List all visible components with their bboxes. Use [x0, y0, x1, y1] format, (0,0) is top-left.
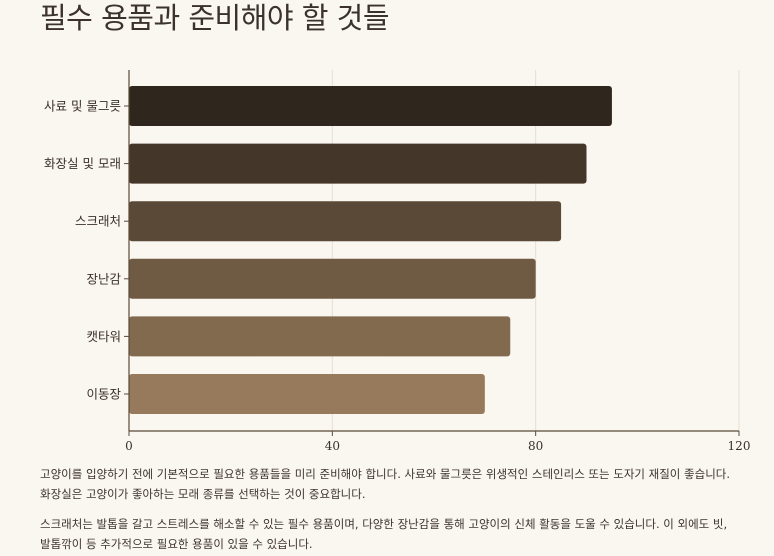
x-tick-label: 80 — [528, 439, 543, 453]
x-tick-label: 0 — [125, 439, 133, 453]
category-label: 스크래처 — [75, 214, 121, 229]
bar — [129, 316, 511, 357]
axes — [124, 70, 740, 436]
bar — [129, 201, 562, 242]
description-paragraph-2: 스크래처는 발톱을 갈고 스트레스를 해소할 수 있는 필수 용품이며, 다양한… — [40, 517, 728, 551]
x-tick-label: 40 — [325, 439, 340, 453]
grid-lines — [331, 70, 740, 431]
page-title: 필수 용품과 준비해야 할 것들 — [40, 1, 390, 35]
category-label: 화장실 및 모래 — [44, 156, 121, 171]
x-tick-label: 120 — [728, 439, 751, 453]
bar — [129, 86, 612, 126]
bar — [129, 374, 485, 414]
category-label: 사료 및 물그릇 — [44, 99, 121, 114]
category-label: 장난감 — [86, 271, 121, 286]
bars — [129, 86, 612, 414]
category-label: 이동장 — [86, 387, 121, 402]
bar — [129, 143, 587, 184]
category-label: 캣타워 — [86, 329, 121, 344]
description-paragraph-1: 고양이를 입양하기 전에 기본적으로 필요한 용품들을 미리 준비해야 합니다.… — [40, 467, 731, 501]
bar — [129, 258, 536, 299]
